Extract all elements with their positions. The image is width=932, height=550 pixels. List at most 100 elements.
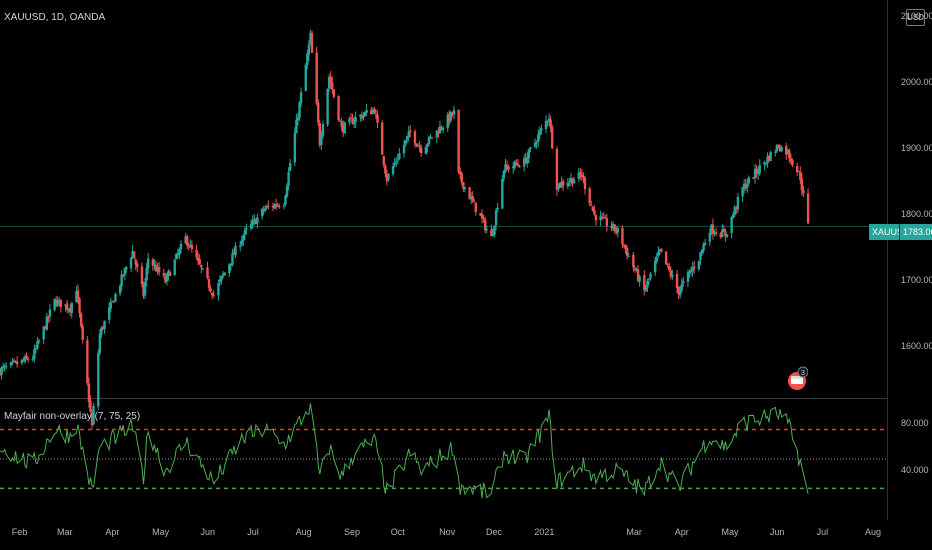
candle-body [602,217,605,219]
candle-body [582,176,585,179]
candle-body [675,273,679,288]
candle-body [791,160,794,166]
candle-body [722,229,726,232]
candle-body [75,291,78,303]
candle-body [175,253,178,260]
candle-body [535,142,538,144]
candle-body [527,149,531,159]
candle-body [129,258,133,269]
candle-body [459,171,462,175]
candle-body [125,267,128,270]
candle-body [307,44,311,55]
candle-body [260,208,264,217]
candle-body [131,250,134,259]
candle-body [165,274,169,282]
candle-body [624,244,627,250]
candle-body [265,206,268,208]
symbol-title[interactable]: XAUUSD, 1D, OANDA [4,12,106,23]
candle-body [703,242,707,245]
candle-body [774,151,777,153]
price-tick-label: 1600.000 [901,341,932,352]
candle-body [134,259,137,265]
candle-body [53,298,56,311]
candle-body [529,147,532,149]
candle-body [351,118,354,124]
candle-body [515,162,518,165]
candle-body [533,142,537,147]
candle-body [502,170,506,179]
candle-body [604,217,607,219]
candle-body [143,281,147,296]
candle-body [317,102,320,123]
candle-body [579,172,582,176]
candle-body [593,209,596,215]
candle-body [540,128,543,131]
candle-body [176,253,180,256]
time-axis-label: May [152,527,170,537]
candle-body [649,273,652,279]
candle-body [780,146,783,152]
candle-body [111,300,114,302]
candle-body [744,183,747,189]
candle-body [58,299,61,301]
candle-body [54,299,58,306]
candle-body [331,82,334,90]
badge-count: 3 [801,370,805,377]
candle-body [33,349,36,359]
candle-body [758,164,761,174]
candle-body [490,229,493,237]
candle-body [561,181,565,186]
candle-body [747,177,750,184]
earnings-flag-icon[interactable]: 3 [786,366,809,392]
candle-body [416,145,420,147]
candle-body [360,115,364,119]
candle-body [123,268,126,275]
candle-body [799,171,802,180]
indicator-title[interactable]: Mayfair non-overlay (7, 75, 25) [4,411,141,422]
candle-body [196,257,200,261]
candle-body [557,183,560,190]
candle-body [741,187,744,197]
candle-body [118,285,122,294]
candle-body [429,136,432,138]
candle-body [145,268,148,281]
candle-body [613,224,616,231]
candle-body [201,268,204,270]
candle-body [384,165,387,174]
candle-body [721,229,724,238]
candle-body [352,121,356,125]
candle-body [671,275,674,278]
candle-body [306,53,309,65]
candle-body [555,148,559,190]
candle-body [710,225,713,234]
candle-body [699,252,702,260]
candle-body [212,294,215,296]
candle-body [337,95,340,121]
currency-button[interactable]: USD [906,9,925,26]
candle-body [217,283,220,296]
candle-body [393,162,396,165]
candle-body [468,187,471,200]
candle-body [299,92,303,104]
candle-body [483,219,487,231]
candle-body [321,124,325,136]
candle-body [767,155,771,161]
candle-body [806,193,810,224]
candle-body [413,131,417,144]
candle-body [231,253,234,265]
candle-body [633,268,637,271]
candle-body [452,109,456,115]
candle-body [441,127,445,131]
candle-body [108,307,111,320]
candle-body [9,362,13,366]
candle-body [48,309,52,317]
candle-body [668,265,671,271]
time-axis-label: Mar [626,527,642,537]
candle-body [44,326,47,330]
candle-body [209,288,212,292]
candle-body [278,206,281,208]
candle-body [326,88,329,125]
candle-body [504,164,507,172]
candle-body [359,115,362,117]
